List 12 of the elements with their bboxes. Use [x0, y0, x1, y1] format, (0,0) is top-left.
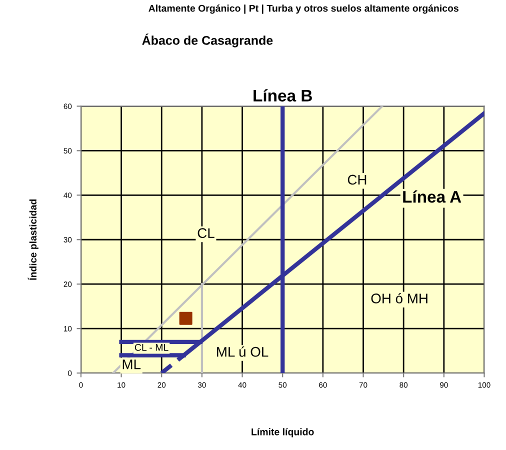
annotation: ML ú OL — [217, 346, 268, 357]
annotation: Línea A — [403, 190, 462, 203]
annotation: ML — [122, 360, 141, 370]
chart-title: Ábaco de Casagrande — [142, 34, 273, 48]
text: Línea B — [254, 89, 312, 102]
annotation: CL — [198, 228, 214, 238]
annotation: CL - ML — [134, 344, 168, 351]
x-axis-title: Límite líquido — [252, 428, 314, 438]
text: Altamente Orgánico | Pt | Turba y otros suelos altamente orgánicos — [148, 4, 458, 14]
annotation: CH — [348, 174, 366, 185]
y-axis-title: Índice plasticidad — [28, 199, 38, 280]
annotation: OH ó MH — [371, 293, 428, 304]
